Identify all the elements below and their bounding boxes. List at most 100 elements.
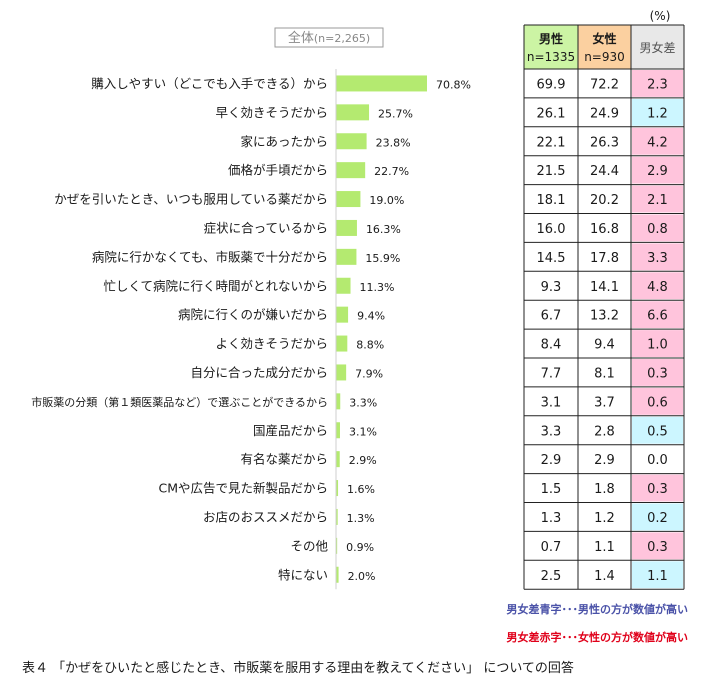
diff-value: 0.3 (647, 366, 668, 381)
diff-cell-bg (632, 98, 683, 126)
diff-value: 1.1 (647, 569, 668, 584)
male-value: 2.9 (541, 453, 562, 468)
bar-value-label: 19.0% (369, 194, 404, 207)
diff-cell-bg (632, 330, 683, 357)
diff-value: 0.8 (647, 222, 668, 237)
male-value: 0.7 (541, 540, 562, 555)
diff-value: 6.6 (647, 309, 668, 324)
diff-value: 4.8 (647, 280, 668, 295)
female-header: 女性 (592, 31, 616, 46)
category-label: 自分に合った成分だから (190, 365, 328, 380)
bar-value-label: 11.3% (360, 281, 395, 294)
category-label: 特にない (278, 567, 328, 582)
bar (336, 219, 357, 236)
male-header-bg (524, 25, 578, 69)
diff-value: 0.3 (647, 482, 668, 497)
category-label: 家にあったから (240, 134, 328, 149)
diff-value: 2.9 (647, 164, 668, 179)
bar (336, 335, 348, 352)
male-value: 8.4 (541, 338, 562, 353)
diff-cell-bg (632, 387, 683, 415)
category-label: 有名な薬だから (240, 452, 328, 467)
female-value: 2.9 (594, 453, 615, 468)
note-blue: 男女差青字･･･男性の方が数値が高い (507, 602, 689, 616)
unit-label: (%) (650, 9, 671, 23)
diff-value: 0.5 (647, 424, 668, 439)
female-value: 2.8 (594, 424, 615, 439)
bar (336, 162, 366, 179)
diff-cell-bg (632, 474, 683, 502)
bar-value-label: 25.7% (378, 107, 413, 120)
diff-value: 1.0 (647, 338, 668, 353)
bar-value-label: 3.3% (349, 396, 377, 409)
female-n: n=930 (584, 50, 625, 64)
table-grid (335, 24, 685, 590)
male-value: 26.1 (537, 106, 566, 121)
note-red: 男女差赤字･･･女性の方が数値が高い (507, 630, 689, 644)
bar-value-label: 2.9% (349, 454, 377, 467)
diff-value: 0.3 (647, 540, 668, 555)
male-value: 6.7 (541, 309, 562, 324)
male-value: 2.5 (541, 569, 562, 584)
category-label: CMや広告で見た新製品だから (158, 481, 328, 496)
bar-value-label: 0.9% (346, 541, 374, 554)
bar (336, 191, 361, 208)
bar-value-label: 15.9% (365, 252, 400, 265)
bar (336, 133, 367, 150)
female-value: 24.9 (590, 106, 619, 121)
bar (336, 422, 340, 439)
male-value: 16.0 (537, 222, 566, 237)
female-value: 1.1 (594, 540, 615, 555)
male-value: 69.9 (537, 77, 566, 92)
bar (336, 277, 351, 294)
female-value: 16.8 (590, 222, 619, 237)
diff-cell-bg (632, 70, 683, 97)
overall-n: (n=2,265) (314, 32, 370, 45)
bar (336, 248, 357, 265)
male-n: n=1335 (527, 50, 575, 64)
female-value: 9.4 (594, 338, 615, 353)
bar (336, 75, 427, 92)
bar (336, 104, 370, 121)
category-label: 早く効きそうだから (215, 105, 328, 120)
male-value: 1.3 (541, 511, 562, 526)
female-value: 1.4 (594, 569, 615, 584)
male-value: 18.1 (537, 193, 566, 208)
female-value: 26.3 (590, 135, 619, 150)
category-label: 市販薬の分類（第１類医薬品など）で選ぶことができるから (31, 395, 328, 409)
female-value: 20.2 (590, 193, 619, 208)
bar-value-label: 23.8% (376, 136, 411, 149)
category-label: 忙しくて病院に行く時間がとれないから (103, 278, 328, 293)
male-header: 男性 (539, 31, 563, 46)
diff-header-bg (631, 25, 684, 69)
diff-cell-bg (632, 416, 683, 444)
female-value: 8.1 (594, 366, 615, 381)
bar (336, 364, 347, 381)
category-label: 病院に行かなくても、市販薬で十分だから (92, 249, 328, 264)
category-label: 国産品だから (253, 423, 328, 438)
male-value: 14.5 (537, 251, 566, 266)
male-value: 3.1 (541, 395, 562, 410)
category-label: よく効きそうだから (215, 336, 328, 351)
category-label: 病院に行くのが嫌いだから (178, 307, 328, 322)
male-value: 7.7 (541, 366, 562, 381)
female-value: 1.2 (594, 511, 615, 526)
diff-header: 男女差 (639, 40, 675, 55)
female-value: 1.8 (594, 482, 615, 497)
diff-cell-bg (632, 532, 683, 560)
bar-value-label: 2.0% (348, 570, 376, 583)
diff-cell-bg (632, 301, 683, 329)
bar-value-label: 16.3% (366, 223, 401, 236)
female-value: 24.4 (590, 164, 619, 179)
male-value: 1.5 (541, 482, 562, 497)
male-value: 21.5 (537, 164, 566, 179)
diff-value: 0.6 (647, 395, 668, 410)
category-label: かぜを引いたとき、いつも服用している薬だから (54, 192, 328, 207)
female-value: 3.7 (594, 395, 615, 410)
diff-value: 1.2 (647, 106, 668, 121)
diff-cell-bg (632, 561, 683, 589)
diff-cell-bg (632, 156, 683, 184)
diff-value: 0.2 (647, 511, 668, 526)
diff-value: 3.3 (647, 251, 668, 266)
